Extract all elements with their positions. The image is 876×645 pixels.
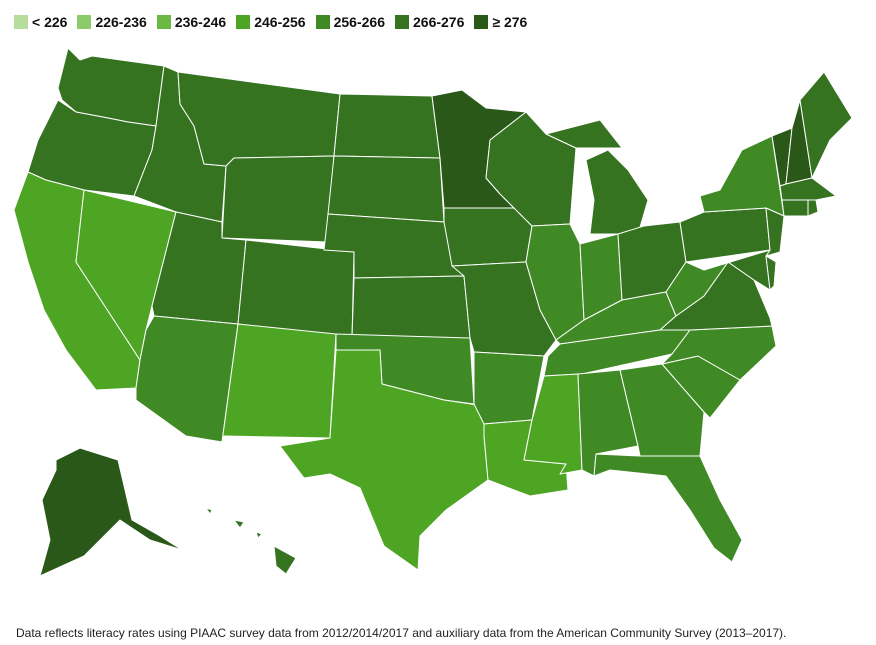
state-delaware[interactable] xyxy=(765,255,777,291)
state-new-jersey[interactable] xyxy=(765,207,785,257)
state-new-york[interactable] xyxy=(699,135,785,217)
legend: < 226 226-236 236-246 246-256 256-266 26… xyxy=(14,14,527,30)
state-connecticut[interactable] xyxy=(781,199,809,217)
state-maine[interactable] xyxy=(799,71,853,179)
state-california[interactable] xyxy=(13,171,141,391)
state-michigan[interactable] xyxy=(545,119,649,235)
state-north-dakota[interactable] xyxy=(333,93,441,159)
state-hawaii[interactable] xyxy=(205,507,297,575)
legend-label: 246-256 xyxy=(254,14,306,30)
legend-swatch xyxy=(315,15,330,29)
legend-label: < 226 xyxy=(32,14,68,30)
legend-item: 226-236 xyxy=(77,14,147,30)
legend-label: 256-266 xyxy=(333,14,385,30)
state-south-dakota[interactable] xyxy=(327,155,445,223)
legend-swatch xyxy=(474,15,489,29)
state-colorado[interactable] xyxy=(237,239,355,339)
legend-swatch xyxy=(156,15,171,29)
legend-item: 256-266 xyxy=(315,14,385,30)
state-montana[interactable] xyxy=(177,71,341,167)
state-arizona[interactable] xyxy=(135,315,239,443)
state-texas[interactable] xyxy=(279,349,489,571)
legend-swatch xyxy=(395,15,409,29)
legend-item: 236-246 xyxy=(156,14,227,30)
legend-item: < 226 xyxy=(14,14,67,30)
legend-label: ≥ 276 xyxy=(492,14,528,30)
footnote: Data reflects literacy rates using PIAAC… xyxy=(16,626,787,640)
legend-label: 236-246 xyxy=(174,14,227,30)
state-iowa[interactable] xyxy=(443,207,533,267)
legend-label: 226-236 xyxy=(95,14,147,30)
legend-swatch xyxy=(14,15,28,29)
legend-swatch xyxy=(236,15,251,29)
legend-item: 266-276 xyxy=(395,14,464,30)
us-map xyxy=(13,47,853,577)
state-wyoming[interactable] xyxy=(221,155,335,243)
legend-item: ≥ 276 xyxy=(474,14,527,30)
legend-swatch xyxy=(77,15,92,29)
state-florida[interactable] xyxy=(593,453,743,563)
legend-item: 246-256 xyxy=(236,14,306,30)
state-alaska[interactable] xyxy=(39,447,183,577)
state-new-mexico[interactable] xyxy=(221,323,337,443)
legend-label: 266-276 xyxy=(413,14,465,30)
state-rhode-island[interactable] xyxy=(807,199,819,217)
state-kansas[interactable] xyxy=(351,275,471,339)
